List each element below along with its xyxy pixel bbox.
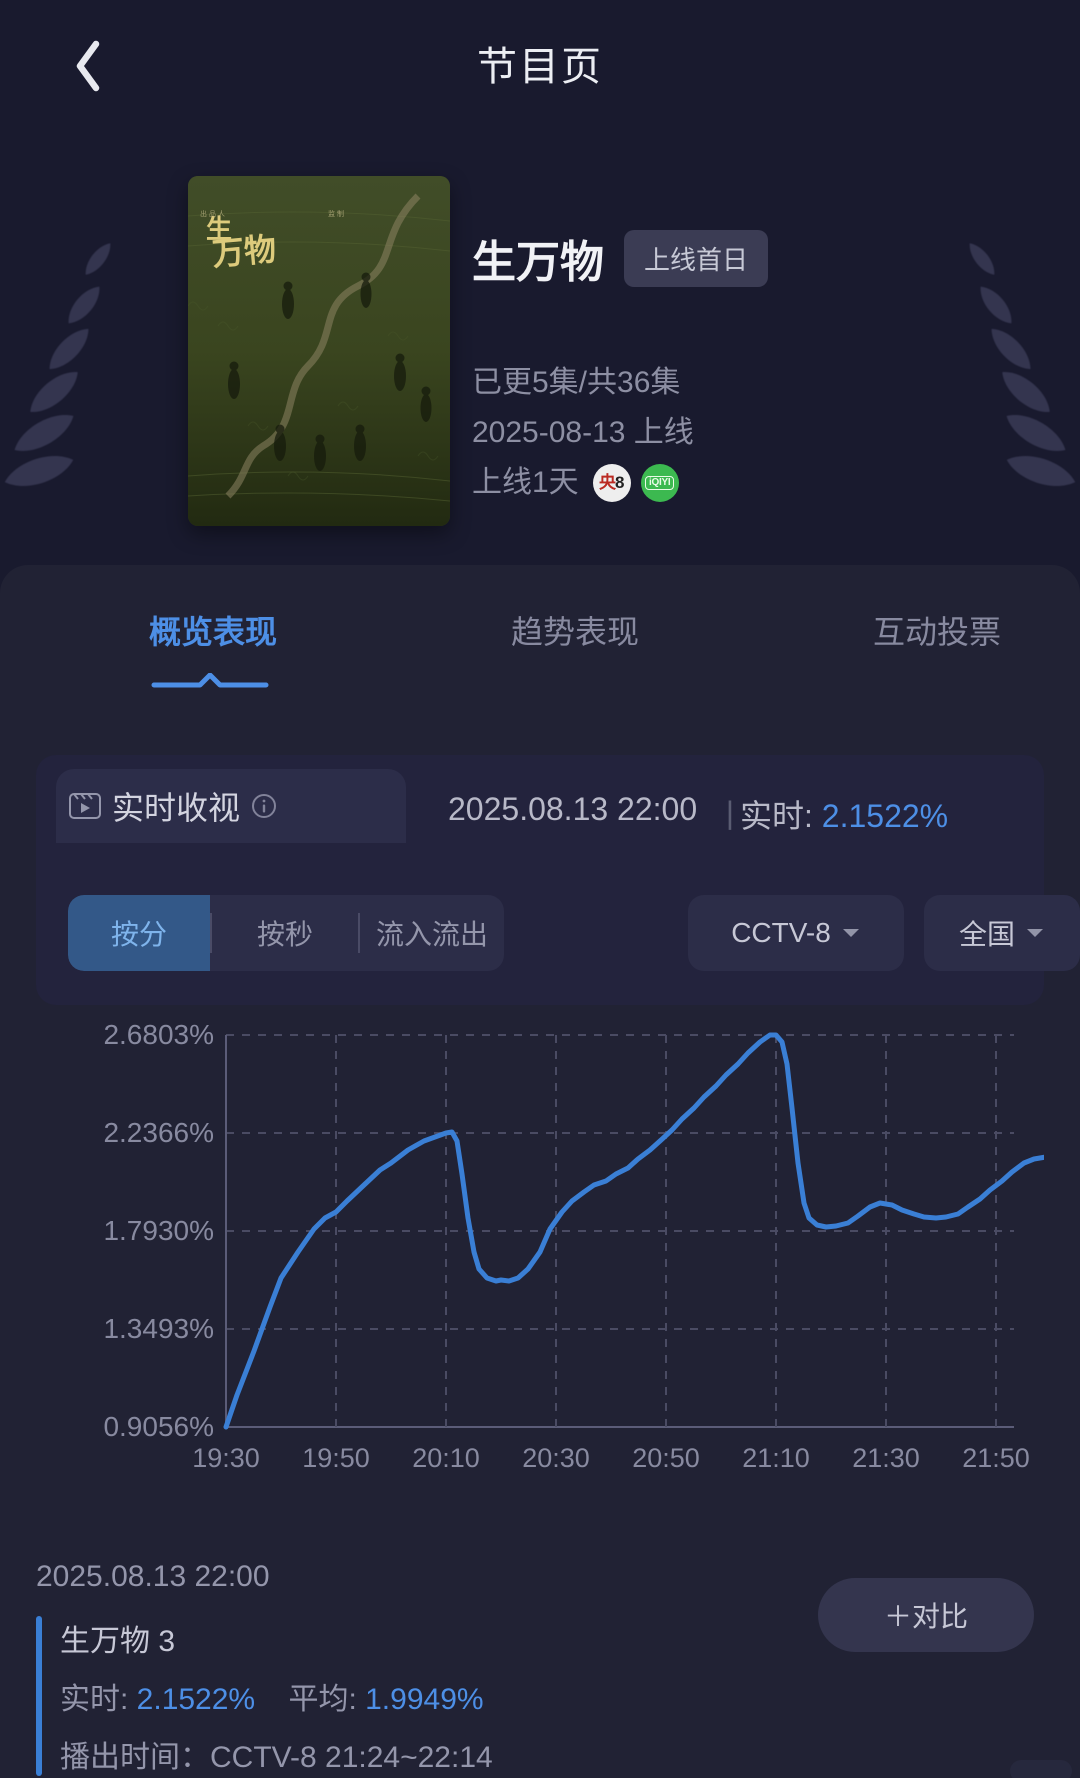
svg-text:出 品 人: 出 品 人 — [200, 209, 225, 218]
svg-text:20:50: 20:50 — [632, 1443, 700, 1473]
svg-text:21:30: 21:30 — [852, 1443, 920, 1473]
svg-text:监 制: 监 制 — [328, 209, 344, 218]
svg-text:19:30: 19:30 — [192, 1443, 260, 1473]
svg-text:21:50: 21:50 — [962, 1443, 1030, 1473]
svg-text:21:10: 21:10 — [742, 1443, 810, 1473]
svg-text:2.6803%: 2.6803% — [103, 1019, 214, 1050]
svg-text:1.7930%: 1.7930% — [103, 1215, 214, 1246]
svg-text:2.2366%: 2.2366% — [103, 1117, 214, 1148]
svg-text:20:10: 20:10 — [412, 1443, 480, 1473]
svg-text:0.9056%: 0.9056% — [103, 1411, 214, 1442]
svg-text:万物: 万物 — [211, 231, 278, 272]
svg-text:1.3493%: 1.3493% — [103, 1313, 214, 1344]
svg-text:20:30: 20:30 — [522, 1443, 590, 1473]
svg-text:19:50: 19:50 — [302, 1443, 370, 1473]
